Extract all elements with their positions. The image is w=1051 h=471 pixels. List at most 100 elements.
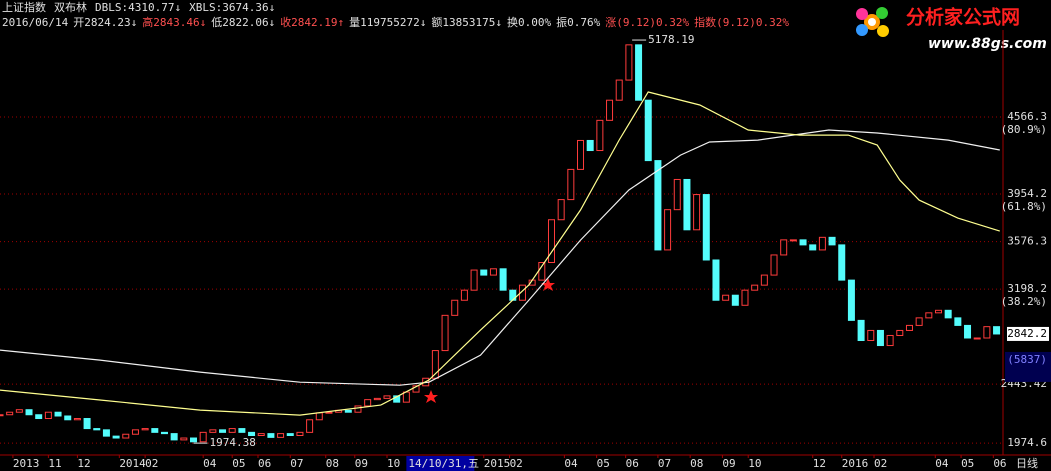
candle [238, 428, 246, 433]
candle [160, 431, 168, 435]
candle [683, 178, 691, 231]
cursor-box [406, 456, 475, 471]
candle [383, 395, 391, 399]
candle [876, 329, 884, 347]
candle [557, 199, 565, 221]
candle [577, 139, 585, 170]
candle [741, 289, 749, 306]
quote-item: 量119755272↓ [349, 16, 426, 29]
ratio-label: (61.8%) [1001, 200, 1047, 213]
candle [644, 99, 652, 162]
x-tick-label: 05 [961, 457, 974, 470]
info-item: 上证指数 [2, 0, 46, 14]
quote-item: 指数(9.12)0.32% [694, 15, 789, 29]
quote-line: 2016/06/14 开2824.23↓ 高2843.46↓ 低2822.06↓ 收28… [2, 15, 789, 29]
candle [818, 236, 826, 251]
candle [586, 139, 594, 152]
candle [35, 414, 43, 420]
x-tick-label: 2013 [13, 457, 40, 470]
x-tick-label: 08 [690, 457, 703, 470]
x-tick-label: 04 [203, 457, 217, 470]
x-tick-label: 02 [510, 457, 523, 470]
candle [499, 268, 507, 291]
candle [712, 259, 720, 301]
candle [673, 178, 681, 211]
candle [702, 194, 710, 261]
candle [664, 209, 672, 251]
x-tick-label: 05 [597, 457, 610, 470]
candle [944, 309, 952, 319]
last-price: 2842.2 [1007, 327, 1047, 340]
candle [635, 44, 643, 101]
candle [228, 428, 236, 433]
band-line [0, 129, 1000, 386]
candle [199, 431, 207, 443]
quote-item: 高2843.46↓ [142, 15, 206, 29]
candle [402, 391, 410, 403]
candle [131, 429, 139, 435]
candle [64, 415, 72, 421]
candle [25, 409, 33, 416]
candle [354, 405, 362, 413]
quote-item: 振0.76% [556, 15, 600, 29]
quote-item: 涨(9.12)0.32% [605, 16, 689, 29]
candle [799, 239, 807, 246]
candle [112, 435, 120, 439]
candle [6, 411, 14, 416]
x-tick-label: 02 [874, 457, 887, 470]
logo: 分析家公式网 www.88gs.com [856, 6, 1047, 52]
candle [364, 399, 372, 407]
candle [151, 428, 159, 433]
candle [122, 433, 130, 439]
candle [73, 418, 81, 421]
candle [722, 294, 730, 301]
x-tick-label: 06 [258, 457, 271, 470]
candle [964, 324, 972, 339]
candle [141, 428, 149, 431]
candle [606, 99, 614, 121]
quote-item: 额13853175↓ [431, 16, 502, 29]
candle [547, 219, 555, 264]
y-tick-label: 3198.2 [1007, 282, 1047, 295]
candle [809, 244, 817, 251]
volume-label: (5837) [1007, 353, 1047, 366]
x-tick-label: 08 [326, 457, 339, 470]
info-line: 上证指数 双布林 DBLS:4310.77↓ XBLS:3674.36↓ [2, 0, 275, 14]
candle [0, 414, 4, 417]
x-tick-label: 10 [387, 457, 400, 470]
annotation-label: 1974.38 [210, 436, 256, 449]
candle [219, 429, 227, 433]
candle [54, 411, 62, 417]
quote-item: 收2842.19↑ [280, 15, 344, 29]
cursor-label: 14/10/31,五 [408, 457, 479, 470]
candle [257, 433, 265, 436]
x-tick-label: 09 [355, 457, 368, 470]
candle [751, 284, 759, 291]
x-tick-label: 12 [77, 457, 90, 470]
ratio-label: (80.9%) [1001, 123, 1047, 136]
candle [847, 279, 855, 321]
x-tick-label: 2014 [119, 457, 146, 470]
logo-url: www.88gs.com [928, 36, 1047, 52]
x-tick-label: 04 [935, 457, 949, 470]
candle [373, 397, 381, 401]
candle [451, 299, 459, 316]
x-tick-label: 07 [658, 457, 671, 470]
ratio-label: (38.2%) [1001, 295, 1047, 308]
candle [306, 419, 314, 433]
candle [654, 160, 662, 251]
candle [905, 324, 913, 331]
info-item: DBLS:4310.77↓ [95, 1, 181, 14]
candle [760, 274, 768, 286]
candle [596, 119, 604, 152]
annotation-label: 5178.19 [648, 33, 694, 46]
candle [857, 319, 865, 342]
quote-item: 换0.00% [507, 15, 551, 29]
candle [315, 412, 323, 421]
candle [954, 317, 962, 326]
x-tick-label: 07 [290, 457, 303, 470]
logo-title: 分析家公式网 [906, 6, 1020, 29]
candle [518, 284, 526, 301]
info-item: XBLS:3674.36↓ [189, 1, 275, 14]
